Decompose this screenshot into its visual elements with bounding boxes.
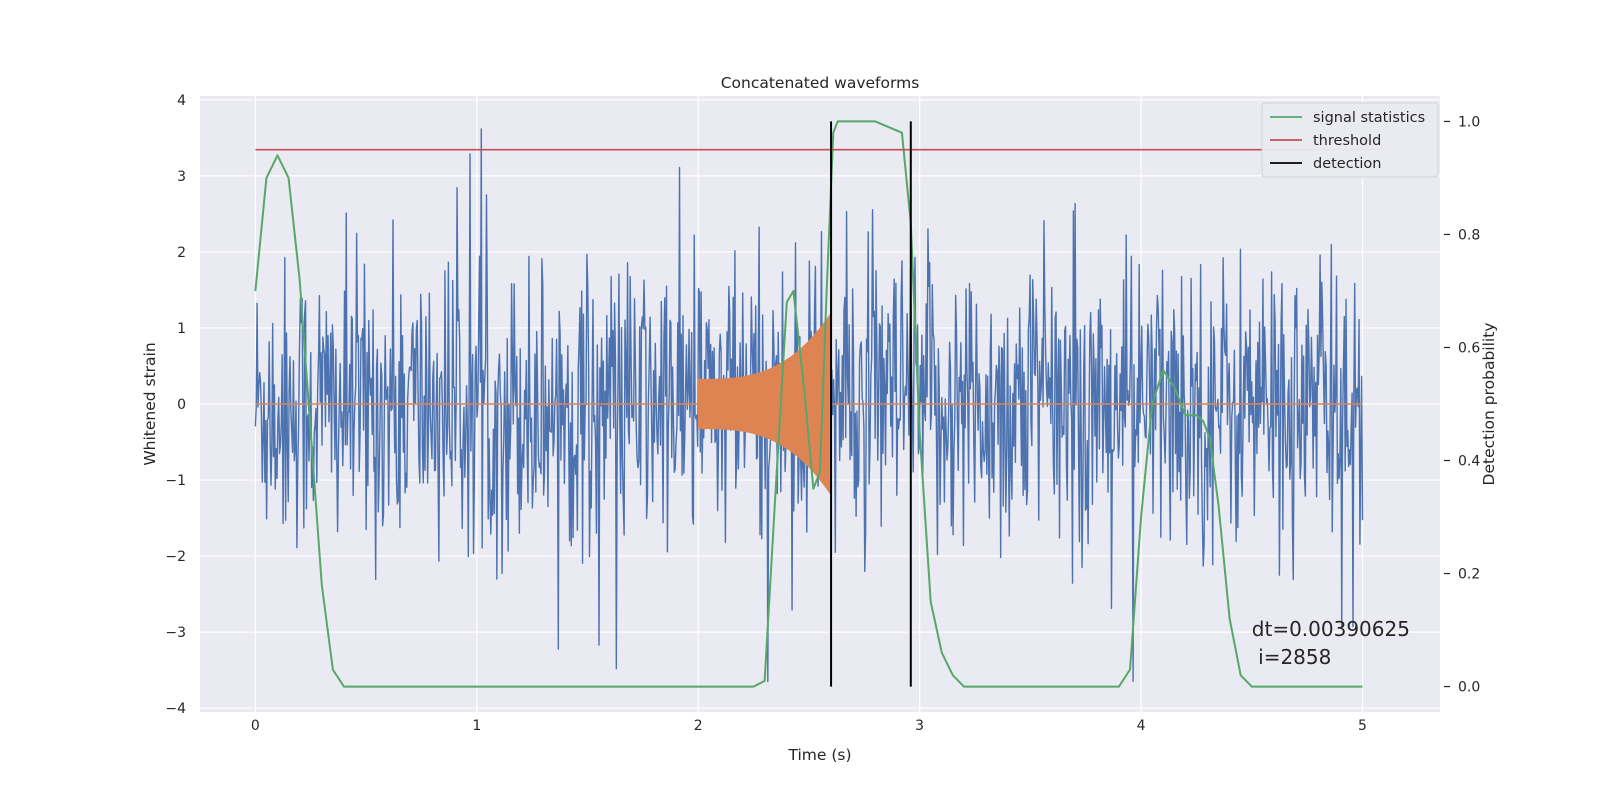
x-tick-label: 5 (1358, 718, 1367, 734)
detection-series (830, 121, 912, 687)
x-tick-label: 0 (251, 718, 260, 734)
signal-statistics-line (254, 120, 1363, 688)
y-tick-label: −1 (165, 473, 186, 489)
y-right-tick-label: 0.0 (1458, 680, 1480, 696)
y-tick-label: 0 (177, 397, 186, 413)
signal-statistics-series (254, 120, 1363, 688)
y-right-tick-label: 0.4 (1458, 454, 1480, 470)
x-tick-label: 1 (472, 718, 481, 734)
strain-series (254, 128, 1364, 683)
y-axis-label: Whitened strain (141, 342, 159, 465)
x-tick-label: 4 (1137, 718, 1146, 734)
legend-entry-detection: detection (1313, 156, 1381, 172)
legend-box (1261, 102, 1439, 178)
y-right-tick-label: 0.2 (1458, 567, 1480, 583)
annotation-index: i=2858 (1252, 645, 1332, 669)
annotation: dt=0.00390625 i=2858 (1252, 617, 1410, 669)
x-ticks: 0 1 2 3 4 5 (251, 718, 1367, 734)
y-tick-label: 1 (177, 321, 186, 337)
x-tick-label: 2 (694, 718, 703, 734)
y-right-tick-label: 0.8 (1458, 227, 1480, 243)
legend-entry-threshold: threshold (1313, 133, 1381, 149)
y-right-tick-label: 0.6 (1458, 340, 1480, 356)
y-tick-label: 4 (177, 93, 186, 109)
y-axis-label-right: Detection probability (1480, 323, 1498, 486)
y-right-tick-label: 1.0 (1458, 114, 1480, 130)
x-tick-label: 3 (915, 718, 924, 734)
legend: signal statistics threshold detection (1261, 102, 1439, 178)
y-ticks-right: 0.0 0.2 0.4 0.6 0.8 1.0 (1444, 114, 1480, 696)
y-ticks: −4 −3 −2 −1 0 1 2 3 4 (165, 93, 186, 717)
y-tick-label: −4 (165, 701, 186, 717)
injection-line (697, 312, 832, 495)
y-tick-label: 2 (177, 245, 186, 261)
strain-line (254, 128, 1364, 683)
x-axis-label: Time (s) (787, 746, 851, 764)
y-tick-label: −3 (165, 625, 186, 641)
y-tick-label: 3 (177, 169, 186, 185)
y-tick-label: −2 (165, 549, 186, 565)
injection-series (255, 312, 1363, 495)
chart-title: Concatenated waveforms (721, 74, 920, 92)
annotation-dt: dt=0.00390625 (1252, 617, 1410, 641)
legend-entry-signal-statistics: signal statistics (1313, 110, 1425, 126)
